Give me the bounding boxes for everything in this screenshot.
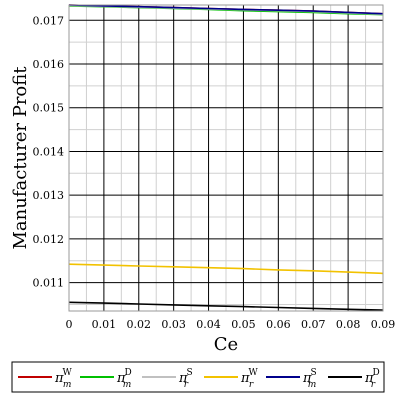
legend-item: πS r <box>142 368 193 390</box>
series-line <box>68 263 384 275</box>
legend-label: πS m <box>302 368 317 390</box>
series-lines <box>68 4 384 311</box>
plot-frame <box>68 4 384 312</box>
x-tick-label: 0.06 <box>266 318 291 331</box>
grid <box>68 5 384 311</box>
y-tick-label: 0.013 <box>33 189 65 202</box>
legend-item: πD r <box>328 368 380 390</box>
legend: πW m πD m πS r πW r πS m πD r <box>18 368 380 390</box>
legend-item: πW m <box>18 368 73 390</box>
x-tick-label: 0.04 <box>196 318 221 331</box>
y-tick-label: 0.011 <box>33 277 65 290</box>
y-tick-label: 0.017 <box>33 14 65 27</box>
x-tick-label: 0.09 <box>371 318 396 331</box>
legend-box <box>11 361 385 393</box>
legend-label: πD r <box>364 368 380 390</box>
legend-label: πD m <box>116 368 132 390</box>
x-tick-label: 0.07 <box>301 318 326 331</box>
series-line <box>68 301 384 311</box>
y-tick-label: 0.012 <box>33 233 65 246</box>
legend-item: πW r <box>204 368 259 390</box>
x-axis-title: Ce <box>214 334 238 355</box>
series-line <box>68 4 384 15</box>
legend-label: πS r <box>178 368 193 390</box>
legend-item: πD m <box>80 368 132 390</box>
x-tick-label: 0.08 <box>336 318 361 331</box>
x-tick-labels: 0 0.01 0.02 0.03 0.04 0.05 0.06 0.07 0.08 0.09 <box>66 318 396 331</box>
y-tick-labels: 0.011 0.012 0.013 0.014 0.015 0.016 0.017 <box>33 14 65 289</box>
y-tick-label: 0.014 <box>33 145 65 158</box>
x-tick-label: 0.02 <box>127 318 152 331</box>
legend-item: πS m <box>266 368 317 390</box>
legend-label: πW r <box>240 368 259 390</box>
x-tick-label: 0 <box>66 318 73 331</box>
x-tick-label: 0.03 <box>161 318 186 331</box>
y-tick-label: 0.016 <box>33 58 65 71</box>
legend-label: πW m <box>54 368 73 390</box>
y-axis-title: Manufacturer Profit <box>10 66 31 250</box>
x-tick-label: 0.05 <box>231 318 256 331</box>
y-tick-label: 0.015 <box>33 102 65 115</box>
x-tick-label: 0.01 <box>92 318 117 331</box>
